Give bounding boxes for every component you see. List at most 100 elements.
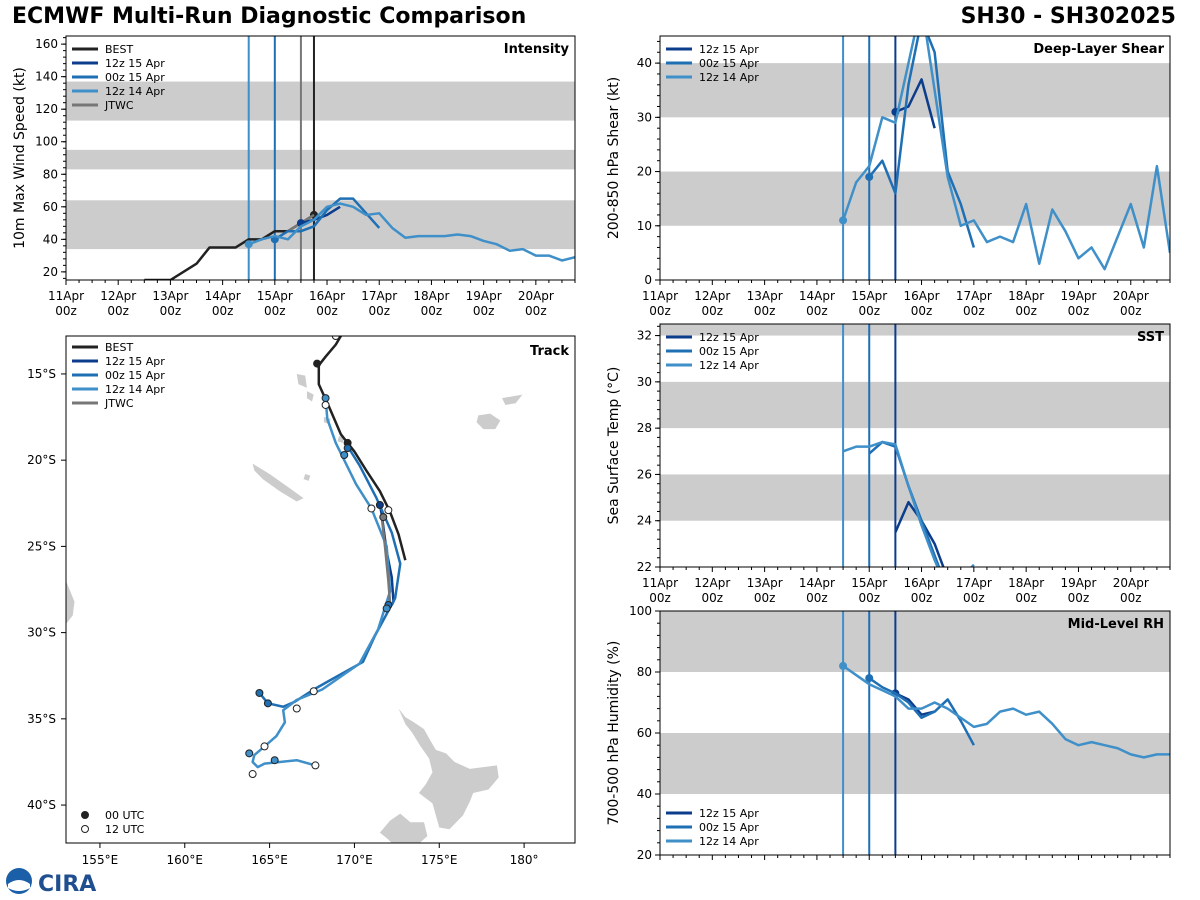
intensity-x-tick-day: 20Apr <box>518 289 554 303</box>
rh-y-axis-label: 700-500 hPa Humidity (%) <box>606 641 622 826</box>
shear-x-tick-hour: 00z <box>649 304 671 318</box>
track-point <box>375 501 384 509</box>
track-y-tick-label: 20°S <box>27 453 56 467</box>
sst-panel-title: SST <box>1137 330 1164 345</box>
track-point <box>340 450 349 459</box>
rh-y-tick-label: 40 <box>637 787 652 801</box>
track-point <box>343 444 352 453</box>
track-point <box>321 400 330 409</box>
intensity-plot-area <box>66 36 575 280</box>
noaa-wave-icon <box>8 880 30 891</box>
track-y-tick-label: 25°S <box>27 539 56 553</box>
intensity-axes-frame <box>65 35 576 281</box>
sst-x-tick-day: 11Apr <box>642 576 678 590</box>
sst-panel: 22242628303211Apr00z12Apr00z13Apr00z14Ap… <box>606 323 1171 605</box>
rh-x-tick-day: 17Apr <box>956 864 992 866</box>
intensity-x-tick-day: 17Apr <box>361 289 397 303</box>
sst-x-tick-hour: 00z <box>1120 591 1142 605</box>
intensity-x-tick-hour: 00z <box>212 304 234 318</box>
sst-y-tick-label: 26 <box>637 467 652 481</box>
shear-y-tick-label: 30 <box>637 110 652 124</box>
intensity-y-tick-label: 80 <box>43 167 58 181</box>
sst-x-tick-day: 12Apr <box>694 576 730 590</box>
shear-panel-title: Deep-Layer Shear <box>1033 42 1164 57</box>
intensity-y-tick-label: 120 <box>35 102 58 116</box>
sst-x-tick-hour: 00z <box>963 591 985 605</box>
sst-y-tick-label: 30 <box>637 375 652 389</box>
rh-y-tick-label: 20 <box>637 848 652 862</box>
rh-x-tick-day: 15Apr <box>851 864 887 866</box>
intensity-legend-label: JTWC <box>104 99 134 112</box>
shear-y-tick-label: 20 <box>637 165 652 179</box>
sst-y-tick-label: 32 <box>637 329 652 343</box>
land-vanuatu-1 <box>296 373 307 388</box>
intensity-series-line <box>274 197 381 241</box>
shear-x-tick-hour: 00z <box>702 304 724 318</box>
track-legend-label: 00z 15 Apr <box>105 369 165 382</box>
sst-legend-label: 12z 14 Apr <box>699 359 759 372</box>
shear-x-tick-day: 18Apr <box>1008 289 1044 303</box>
rh-series-point <box>839 661 848 670</box>
shear-x-tick-day: 13Apr <box>747 289 783 303</box>
intensity-x-tick-hour: 00z <box>160 304 182 318</box>
rh-legend-label: 12z 14 Apr <box>699 835 759 848</box>
track-legend-label: 12z 14 Apr <box>105 383 165 396</box>
sst-x-tick-hour: 00z <box>911 591 933 605</box>
track-point <box>313 359 322 368</box>
intensity-x-tick-day: 16Apr <box>309 289 345 303</box>
track-legend-label: BEST <box>105 341 133 354</box>
track-y-tick-label: 15°S <box>27 367 56 381</box>
land-new-caledonia <box>252 463 304 502</box>
shear-x-tick-hour: 00z <box>754 304 776 318</box>
track-point <box>379 513 388 522</box>
sst-x-tick-hour: 00z <box>649 591 671 605</box>
intensity-panel: 2040608010012014016011Apr00z12Apr00z13Ap… <box>12 35 576 318</box>
sst-y-tick-label: 24 <box>637 514 652 528</box>
sst-x-tick-day: 15Apr <box>851 576 887 590</box>
sst-y-axis-label: Sea Surface Temp (°C) <box>606 367 622 525</box>
shear-x-tick-day: 19Apr <box>1060 289 1096 303</box>
sst-threshold-band <box>660 324 1170 336</box>
rh-panel-title: Mid-Level RH <box>1068 617 1164 632</box>
intensity-y-axis-label: 10m Max Wind Speed (kt) <box>12 67 28 249</box>
intensity-legend-label: 12z 15 Apr <box>105 57 165 70</box>
track-y-tick-label: 30°S <box>27 626 56 640</box>
track-point <box>321 394 330 403</box>
track-axes-frame <box>65 335 576 844</box>
track-marker-legend-symbol <box>81 811 89 819</box>
sst-threshold-band <box>660 381 1170 429</box>
sst-x-tick-hour: 00z <box>1068 591 1090 605</box>
intensity-x-tick-hour: 00z <box>107 304 129 318</box>
shear-y-tick-label: 40 <box>637 56 652 70</box>
intensity-threshold-band <box>66 200 575 250</box>
sst-x-tick-day: 14Apr <box>799 576 835 590</box>
sst-legend-label: 00z 15 Apr <box>699 345 759 358</box>
rh-x-tick-day: 13Apr <box>747 864 783 866</box>
shear-x-tick-hour: 00z <box>1068 304 1090 318</box>
track-legend-label: 12z 15 Apr <box>105 355 165 368</box>
intensity-series-point <box>244 240 253 249</box>
shear-axes-frame <box>659 35 1171 281</box>
track-point <box>382 604 391 613</box>
land-new-zealand-north <box>398 708 499 830</box>
track-legend-label: JTWC <box>104 397 134 410</box>
shear-threshold-band <box>660 171 1170 226</box>
rh-legend-label: 00z 15 Apr <box>699 821 759 834</box>
intensity-legend-label: 12z 14 Apr <box>105 85 165 98</box>
intensity-x-tick-day: 19Apr <box>466 289 502 303</box>
track-marker-legend-symbol <box>81 825 89 833</box>
rh-x-tick-day: 20Apr <box>1113 864 1149 866</box>
rh-x-tick-day: 18Apr <box>1008 864 1044 866</box>
figure-canvas: 2040608010012014016011Apr00z12Apr00z13Ap… <box>12 35 1171 866</box>
intensity-x-tick-day: 18Apr <box>413 289 449 303</box>
intensity-y-tick-label: 20 <box>43 265 58 279</box>
land-fiji-vanua-levu <box>502 394 523 405</box>
intensity-threshold-band <box>66 149 575 170</box>
rh-x-tick-day: 16Apr <box>904 864 940 866</box>
sst-plot-area <box>660 324 1170 567</box>
cira-logo-text: CIRA <box>38 872 96 897</box>
shear-series-line <box>894 78 936 129</box>
shear-series-line <box>841 36 1170 271</box>
intensity-x-tick-day: 15Apr <box>257 289 293 303</box>
land-vanuatu-2 <box>306 391 314 402</box>
